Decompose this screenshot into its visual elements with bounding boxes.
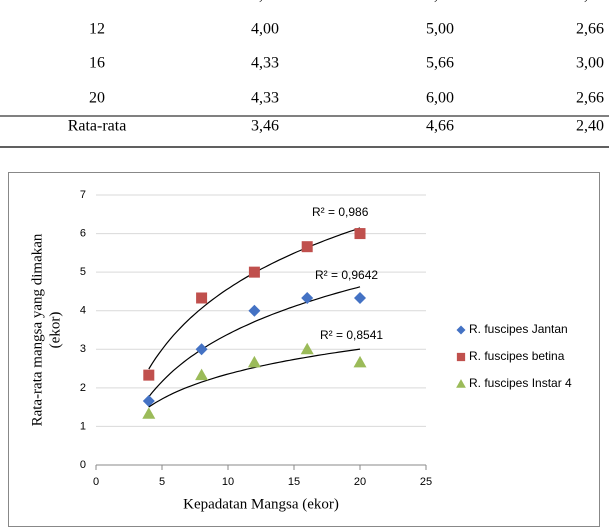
y-tick-label: 7 (80, 189, 86, 201)
point (142, 407, 156, 419)
point (196, 292, 208, 304)
table-cell: 5,00 (426, 21, 454, 38)
point (142, 394, 155, 407)
y-tick-label: 3 (80, 343, 86, 355)
point (143, 369, 155, 381)
table-cell: 12 (89, 21, 105, 38)
x-tick-label: 10 (222, 476, 234, 488)
table-cell: 5,66 (426, 55, 454, 72)
legend-swatch (456, 352, 466, 362)
table-cell: 2,66 (576, 21, 604, 38)
point (248, 266, 260, 278)
trendline (148, 286, 361, 398)
table-cell: 6,00 (426, 90, 454, 107)
table-cell: Rata-rata (68, 118, 127, 135)
table-cell: 3,00 (576, 55, 604, 72)
trend-label: R² = 0,8541 (320, 328, 383, 342)
x-tick-label: 25 (420, 476, 432, 488)
y-axis-label: Rata-rata mangsa yang dimakan (29, 233, 45, 426)
point (247, 355, 261, 368)
y-tick-label: 2 (80, 382, 86, 394)
table-cell: 4,33 (426, 0, 454, 4)
point (353, 355, 367, 368)
y-tick-label: 5 (80, 266, 86, 278)
point (300, 342, 314, 355)
table-cell: 4,33 (251, 55, 279, 72)
table-cell: 3,46 (251, 118, 279, 135)
legend-label: R. fuscipes Jantan (469, 322, 568, 336)
point (354, 291, 366, 304)
trend-label: R² = 0,986 (312, 205, 369, 219)
table-cell: 2,40 (576, 118, 604, 135)
y-tick-label: 0 (80, 459, 86, 471)
table-cell: 4,66 (426, 118, 454, 135)
table-cell: 2,66 (576, 90, 604, 107)
y-axis-label: (ekor) (47, 312, 63, 349)
table-cell: 4,33 (251, 90, 279, 107)
x-tick-label: 5 (159, 476, 165, 488)
y-tick-label: 4 (80, 305, 86, 317)
point (195, 343, 208, 356)
table-cell: 3,00 (251, 0, 279, 4)
legend-label: R. fuscipes Instar 4 (469, 376, 572, 390)
legend-swatch (456, 379, 466, 388)
x-tick-label: 0 (93, 476, 99, 488)
trend-label: R² = 0,9642 (315, 268, 378, 282)
table-cell: 4,00 (251, 21, 279, 38)
point (301, 241, 313, 253)
table-cell: 2,33 (576, 0, 604, 4)
point (301, 291, 314, 304)
x-tick-label: 20 (354, 476, 366, 488)
table-cell: 8 (93, 0, 101, 4)
trendline (148, 348, 361, 408)
table-cell: 16 (89, 55, 105, 72)
point (195, 368, 209, 381)
y-tick-label: 1 (80, 420, 86, 432)
legend-swatch (456, 325, 466, 335)
legend-label: R. fuscipes betina (469, 349, 565, 363)
y-tick-label: 6 (80, 227, 86, 239)
point (354, 228, 366, 240)
x-axis-label: Kepadatan Mangsa (ekor) (183, 496, 339, 512)
point (248, 304, 261, 317)
table-cell: 20 (89, 90, 105, 107)
x-tick-label: 15 (288, 476, 300, 488)
